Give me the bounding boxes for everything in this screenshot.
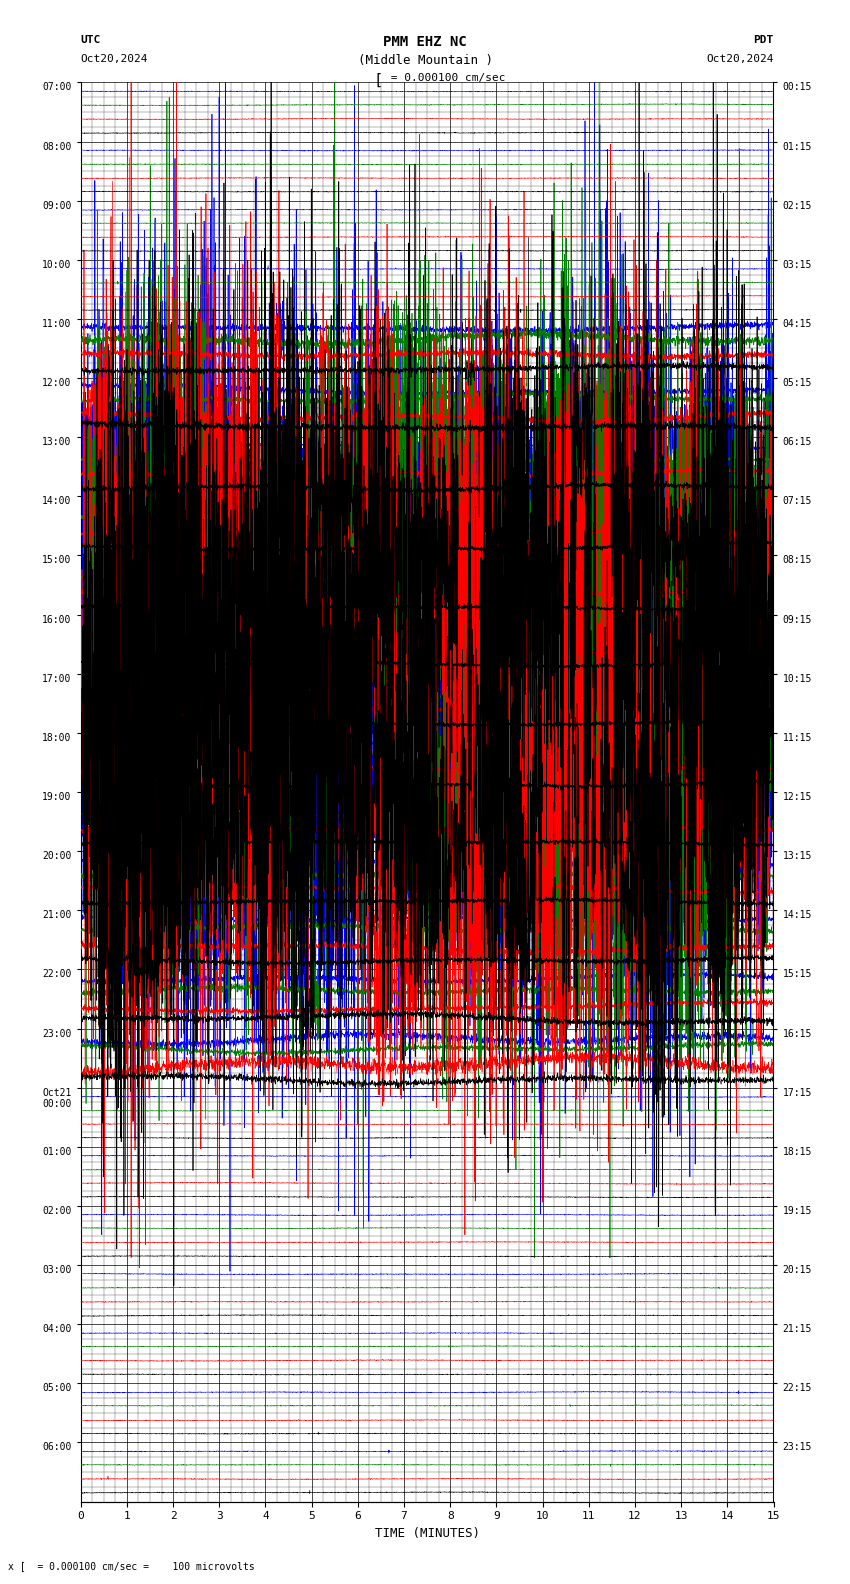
Text: UTC: UTC <box>81 35 101 44</box>
X-axis label: TIME (MINUTES): TIME (MINUTES) <box>375 1527 479 1540</box>
Text: Oct20,2024: Oct20,2024 <box>81 54 148 63</box>
Text: PMM EHZ NC: PMM EHZ NC <box>383 35 467 49</box>
Text: x [  = 0.000100 cm/sec =    100 microvolts: x [ = 0.000100 cm/sec = 100 microvolts <box>8 1562 255 1571</box>
Text: = 0.000100 cm/sec: = 0.000100 cm/sec <box>384 73 506 82</box>
Text: Oct20,2024: Oct20,2024 <box>706 54 774 63</box>
Text: [: [ <box>373 73 382 87</box>
Text: PDT: PDT <box>753 35 774 44</box>
Text: (Middle Mountain ): (Middle Mountain ) <box>358 54 492 67</box>
